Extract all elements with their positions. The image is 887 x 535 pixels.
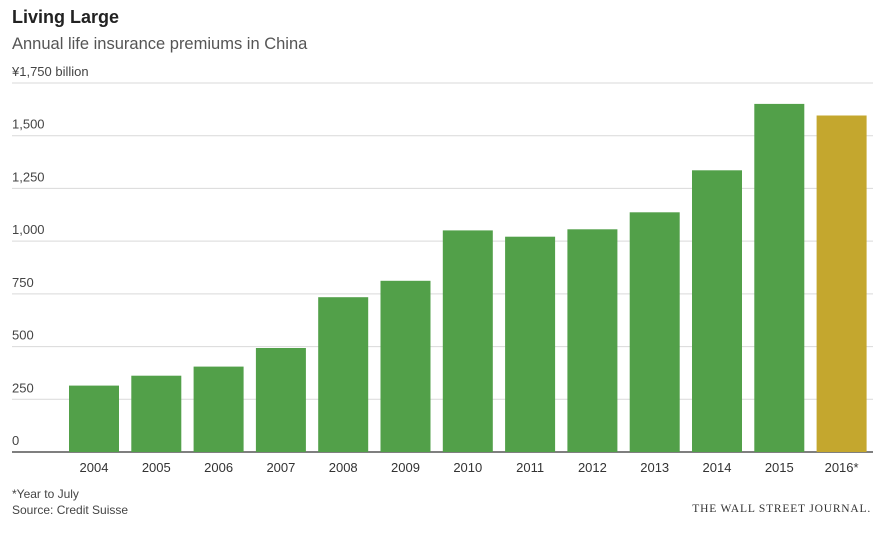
x-tick-label: 2009	[391, 460, 420, 475]
bar-2014	[692, 170, 742, 453]
y-tick-label: 250	[12, 380, 34, 395]
x-tick-label: 2006	[204, 460, 233, 475]
x-tick-label: 2013	[640, 460, 669, 475]
x-tick-label: 2004	[80, 460, 109, 475]
y-tick-label: 1,000	[12, 222, 45, 237]
bar-2009	[380, 280, 431, 452]
x-tick-label: 2008	[329, 460, 358, 475]
x-tick-label: 2010	[453, 460, 482, 475]
x-tick-label: 2016*	[825, 460, 859, 475]
x-tick-label: 2011	[516, 460, 544, 475]
bar-2005	[131, 375, 182, 452]
x-tick-label: 2015	[765, 460, 794, 475]
bar-2012	[567, 229, 618, 452]
chart-subtitle: Annual life insurance premiums in China	[12, 35, 308, 53]
bar-2006	[193, 366, 244, 452]
axis-labels: 0 250 500 750 1,000 1,250 1,500 ¥1,750 billion 2…	[11, 64, 859, 475]
y-tick-label: 500	[12, 328, 34, 343]
footnote: *Year to July	[12, 487, 79, 501]
bar-2015	[754, 103, 805, 453]
bar-2008	[318, 297, 369, 452]
publisher-logo: THE WALL STREET JOURNAL.	[692, 503, 871, 515]
y-tick-label: ¥1,750 billion	[11, 64, 89, 79]
y-tick-label: 1,250	[12, 169, 45, 184]
bar-2011	[505, 236, 556, 452]
x-tick-label: 2007	[266, 460, 295, 475]
bar-2013	[629, 212, 680, 452]
bar-2010	[442, 230, 493, 452]
y-tick-label: 0	[12, 433, 19, 448]
x-tick-label: 2012	[578, 460, 607, 475]
bar-2007	[255, 348, 306, 452]
x-tick-label: 2005	[142, 460, 171, 475]
bar-2016	[816, 115, 867, 452]
y-tick-label: 1,500	[12, 117, 45, 132]
bars	[69, 103, 867, 453]
x-tick-label: 2014	[703, 460, 732, 475]
chart-title: Living Large	[12, 7, 120, 27]
y-tick-label: 750	[12, 275, 34, 290]
source-note: Source: Credit Suisse	[12, 503, 129, 517]
bar-2004	[69, 385, 119, 452]
